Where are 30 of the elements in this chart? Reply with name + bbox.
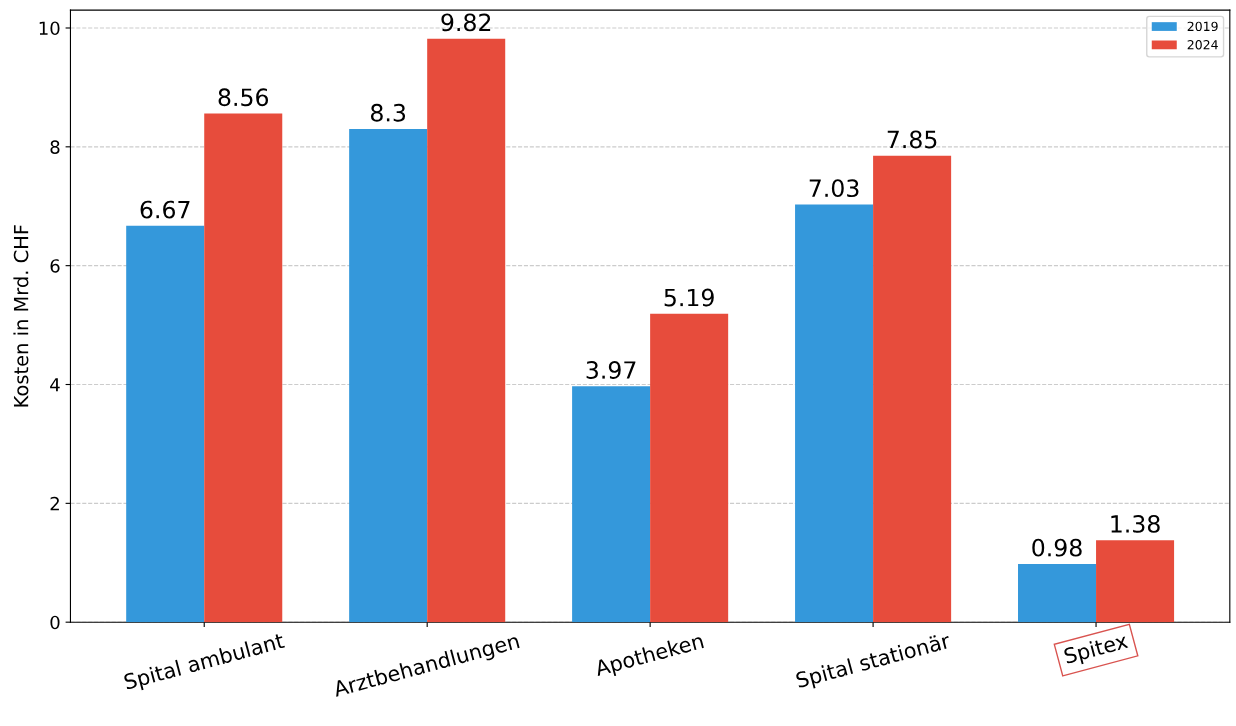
bar <box>1018 563 1097 623</box>
bar <box>126 225 205 623</box>
bar <box>427 38 506 623</box>
bar <box>650 313 729 623</box>
bar <box>349 129 428 623</box>
bar <box>204 113 283 623</box>
data-label: 5.19 <box>664 288 714 307</box>
data-label: 7.85 <box>887 130 937 149</box>
data-label: 7.03 <box>809 179 859 198</box>
y-tick-label: 4 <box>50 378 60 392</box>
data-label: 0.98 <box>1032 538 1082 557</box>
x-tick-label: Spitex <box>1063 632 1130 668</box>
y-tick-label: 8 <box>50 140 60 154</box>
legend-label: 2024 <box>1187 39 1218 50</box>
y-tick-label: 2 <box>50 496 59 511</box>
data-label: 8.3 <box>370 103 406 122</box>
y-tick-label: 10 <box>39 21 60 36</box>
bar <box>795 204 874 623</box>
bar <box>1096 540 1175 623</box>
y-tick-label: 0 <box>50 615 60 630</box>
data-label: 3.97 <box>586 361 636 379</box>
legend-label: 2019 <box>1187 21 1218 32</box>
bar <box>873 155 952 623</box>
data-label: 6.67 <box>140 200 190 219</box>
y-tick-label: 6 <box>50 259 60 273</box>
data-label: 8.56 <box>218 88 269 107</box>
data-label: 1.38 <box>1111 514 1160 533</box>
bar <box>572 386 651 623</box>
y-axis-title: Kosten in Mrd. CHF <box>13 225 29 407</box>
data-label: 9.82 <box>441 13 491 32</box>
